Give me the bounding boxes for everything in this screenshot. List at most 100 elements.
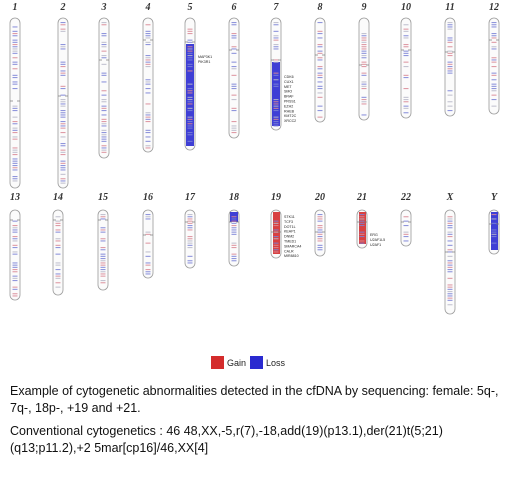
cnv-loss-region xyxy=(186,44,194,146)
signal-band xyxy=(359,218,365,220)
signal-band xyxy=(359,233,365,235)
signal-band xyxy=(60,61,66,63)
signal-band xyxy=(12,107,18,109)
signal-band xyxy=(447,293,453,295)
signal-band xyxy=(60,182,66,184)
signal-band xyxy=(231,233,237,235)
signal-band xyxy=(60,167,66,169)
signal-band xyxy=(187,247,193,249)
chromosome-label: 17 xyxy=(185,192,196,203)
signal-band xyxy=(145,132,151,134)
signal-band xyxy=(101,110,107,112)
signal-band xyxy=(403,105,409,107)
signal-band xyxy=(317,105,323,107)
signal-band xyxy=(403,52,409,54)
signal-band xyxy=(403,231,409,233)
signal-band xyxy=(403,74,409,76)
signal-band xyxy=(60,99,66,101)
signal-band xyxy=(361,57,367,59)
chromosome-body xyxy=(57,17,69,189)
chromosome-label: 11 xyxy=(445,2,454,13)
signal-band xyxy=(273,121,279,123)
chromosome-label: 7 xyxy=(274,2,280,13)
signal-band xyxy=(12,167,18,169)
signal-band xyxy=(145,242,151,244)
chromosome-label: 9 xyxy=(362,2,367,13)
signal-band xyxy=(403,220,409,222)
signal-band xyxy=(187,123,193,125)
signal-band xyxy=(187,220,193,222)
signal-band xyxy=(231,218,237,220)
signal-band xyxy=(187,70,193,72)
signal-band xyxy=(447,28,453,30)
signal-band xyxy=(447,295,453,297)
legend-loss-label: Loss xyxy=(266,357,286,368)
chromosome-body xyxy=(142,209,154,279)
signal-band xyxy=(187,240,193,242)
signal-band xyxy=(491,222,497,224)
signal-band xyxy=(231,35,237,37)
chromosome-Y: Y xyxy=(488,192,500,255)
chromosome-label: 5 xyxy=(188,2,193,13)
signal-band xyxy=(361,66,367,68)
signal-band xyxy=(447,297,453,299)
signal-band xyxy=(273,72,279,74)
signal-band xyxy=(187,132,193,134)
signal-band xyxy=(100,240,106,242)
signal-band xyxy=(231,74,237,76)
signal-band xyxy=(447,271,453,273)
signal-band xyxy=(100,214,106,216)
signal-band xyxy=(403,37,409,39)
signal-band xyxy=(101,138,107,140)
signal-band xyxy=(60,46,66,48)
signal-band xyxy=(447,22,453,24)
signal-band xyxy=(100,247,106,249)
chromosome-label: 3 xyxy=(101,2,107,13)
signal-band xyxy=(447,262,453,264)
signal-band xyxy=(145,61,151,63)
signal-band xyxy=(187,125,193,127)
signal-band xyxy=(12,138,18,140)
signal-band xyxy=(100,264,106,266)
signal-band xyxy=(231,121,237,123)
signal-band xyxy=(12,271,18,273)
signal-band xyxy=(101,44,107,46)
signal-band xyxy=(145,24,151,26)
signal-band xyxy=(101,134,107,136)
signal-band xyxy=(403,35,409,37)
signal-band xyxy=(447,70,453,72)
signal-band xyxy=(12,110,18,112)
signal-band xyxy=(101,41,107,43)
signal-band xyxy=(101,118,107,120)
signal-band xyxy=(12,151,18,153)
signal-band xyxy=(12,253,18,255)
signal-band xyxy=(187,39,193,41)
signal-band xyxy=(231,85,237,87)
signal-band xyxy=(231,132,237,134)
signal-band xyxy=(447,220,453,222)
chromosome-body xyxy=(9,17,21,189)
signal-band xyxy=(145,145,151,147)
signal-band xyxy=(187,134,193,136)
signal-band xyxy=(60,28,66,30)
signal-band xyxy=(101,94,107,96)
signal-band xyxy=(447,266,453,268)
legend-gain-label: Gain xyxy=(227,357,247,368)
signal-band xyxy=(12,88,18,90)
signal-band xyxy=(55,240,61,242)
signal-band xyxy=(361,44,367,46)
signal-band xyxy=(12,52,18,54)
signal-band xyxy=(317,68,323,70)
signal-band xyxy=(491,218,497,220)
signal-band xyxy=(55,244,61,246)
signal-band xyxy=(60,136,66,138)
signal-band xyxy=(491,37,497,39)
signal-band xyxy=(145,41,151,43)
chromosome-10: 10 xyxy=(400,2,412,119)
gene-label: RHEB xyxy=(284,109,295,113)
signal-band xyxy=(55,253,61,255)
legend-gain: Gain xyxy=(211,356,246,369)
gene-label: TMED1 xyxy=(284,240,296,244)
signal-band xyxy=(447,269,453,271)
